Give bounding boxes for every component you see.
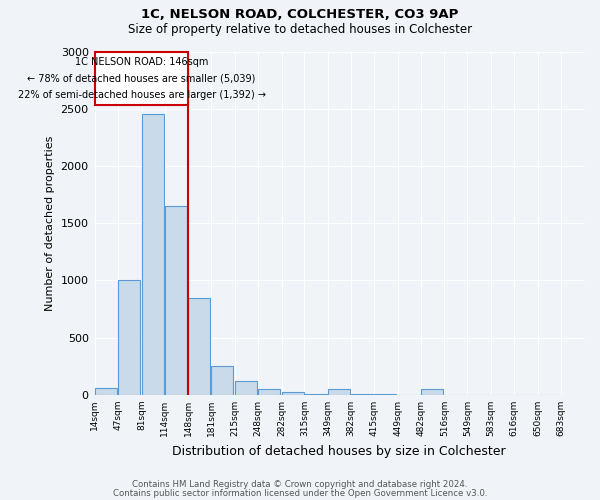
Text: 1C NELSON ROAD: 146sqm: 1C NELSON ROAD: 146sqm [75,58,208,68]
Bar [258,389,280,395]
Bar [281,392,304,395]
Text: 1C, NELSON ROAD, COLCHESTER, CO3 9AP: 1C, NELSON ROAD, COLCHESTER, CO3 9AP [142,8,458,20]
Bar [421,388,443,395]
FancyBboxPatch shape [95,52,188,106]
Bar [351,394,373,395]
Bar [188,298,211,395]
Bar [118,280,140,395]
Bar [235,380,257,395]
Bar [328,389,350,395]
Bar [95,388,117,395]
Text: Contains HM Land Registry data © Crown copyright and database right 2024.: Contains HM Land Registry data © Crown c… [132,480,468,489]
Text: ← 78% of detached houses are smaller (5,039): ← 78% of detached houses are smaller (5,… [28,74,256,84]
Bar [211,366,233,395]
X-axis label: Distribution of detached houses by size in Colchester: Distribution of detached houses by size … [172,444,506,458]
Y-axis label: Number of detached properties: Number of detached properties [45,136,55,311]
Text: Contains public sector information licensed under the Open Government Licence v3: Contains public sector information licen… [113,488,487,498]
Bar [142,114,164,395]
Bar [304,394,327,395]
Bar [374,394,397,395]
Bar [164,206,187,395]
Text: Size of property relative to detached houses in Colchester: Size of property relative to detached ho… [128,22,472,36]
Text: 22% of semi-detached houses are larger (1,392) →: 22% of semi-detached houses are larger (… [17,90,266,100]
